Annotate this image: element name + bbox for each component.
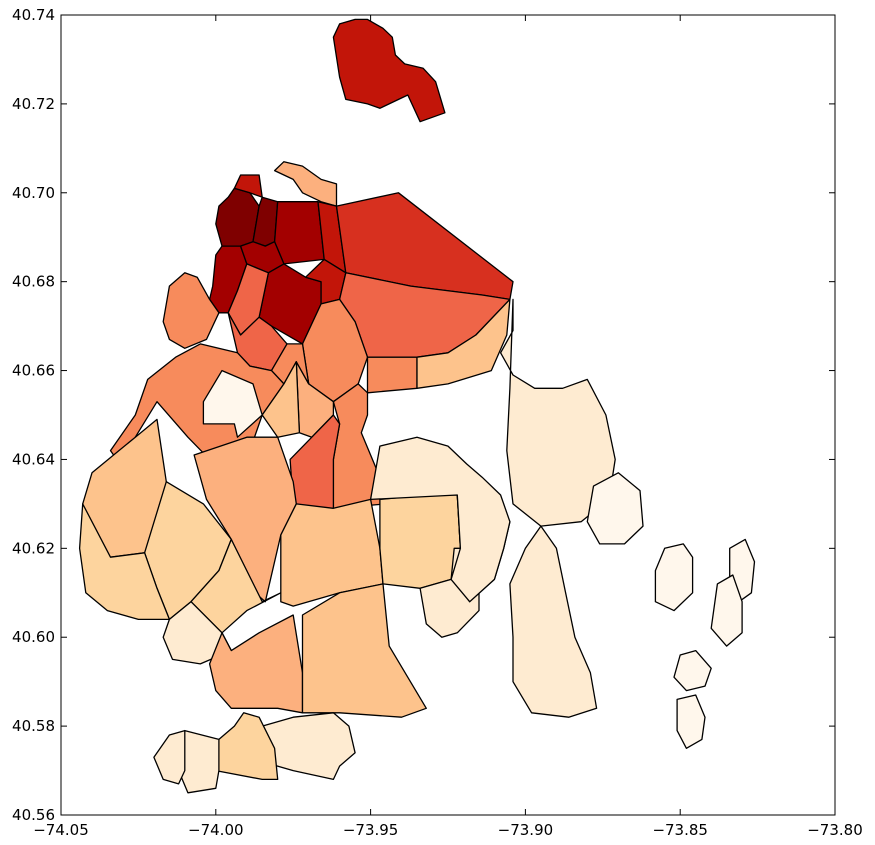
map-region [215,712,279,781]
y-tick-label: 40.68 [12,273,55,291]
map-region [499,298,616,527]
map-region [586,472,644,545]
map-region [261,361,301,438]
map-region [509,525,598,718]
map-region [233,174,263,198]
map-region [162,272,220,349]
x-tick-label: −74.05 [33,821,89,839]
y-tick-label: 40.66 [12,362,55,380]
y-tick-label: 40.60 [12,628,55,646]
y-tick-label: 40.58 [12,717,55,735]
y-tick-label: 40.74 [12,6,55,24]
y-tick-label: 40.72 [12,95,55,113]
map-region [273,201,325,265]
ticks-layer: −74.05 −74.00 −73.95 −73.90 −73.85 −73.80 40.5… [12,6,863,839]
y-tick-label: 40.56 [12,806,55,824]
y-tick-label: 40.70 [12,184,55,202]
map-region [190,538,282,634]
map-region [332,18,446,123]
map-region [273,161,338,207]
map-region [301,583,427,718]
map-region [673,649,712,692]
map-region [416,298,511,389]
regions-layer [78,18,756,794]
x-tick-label: −73.85 [652,821,708,839]
map-region [202,369,263,438]
map-region [379,494,462,589]
map-region [654,543,694,612]
map-region [366,356,418,394]
y-tick-label: 40.64 [12,450,55,468]
y-tick-label: 40.62 [12,539,55,557]
map-region [676,694,706,749]
map-region [78,503,171,621]
x-tick-label: −73.80 [807,821,863,839]
x-tick-label: −74.00 [188,821,244,839]
map-region [215,187,260,247]
map-region [710,574,743,647]
x-tick-label: −73.95 [343,821,399,839]
map-region [153,729,186,785]
plot-frame [60,14,836,816]
x-tick-label: −73.90 [498,821,554,839]
map-region [369,436,511,603]
